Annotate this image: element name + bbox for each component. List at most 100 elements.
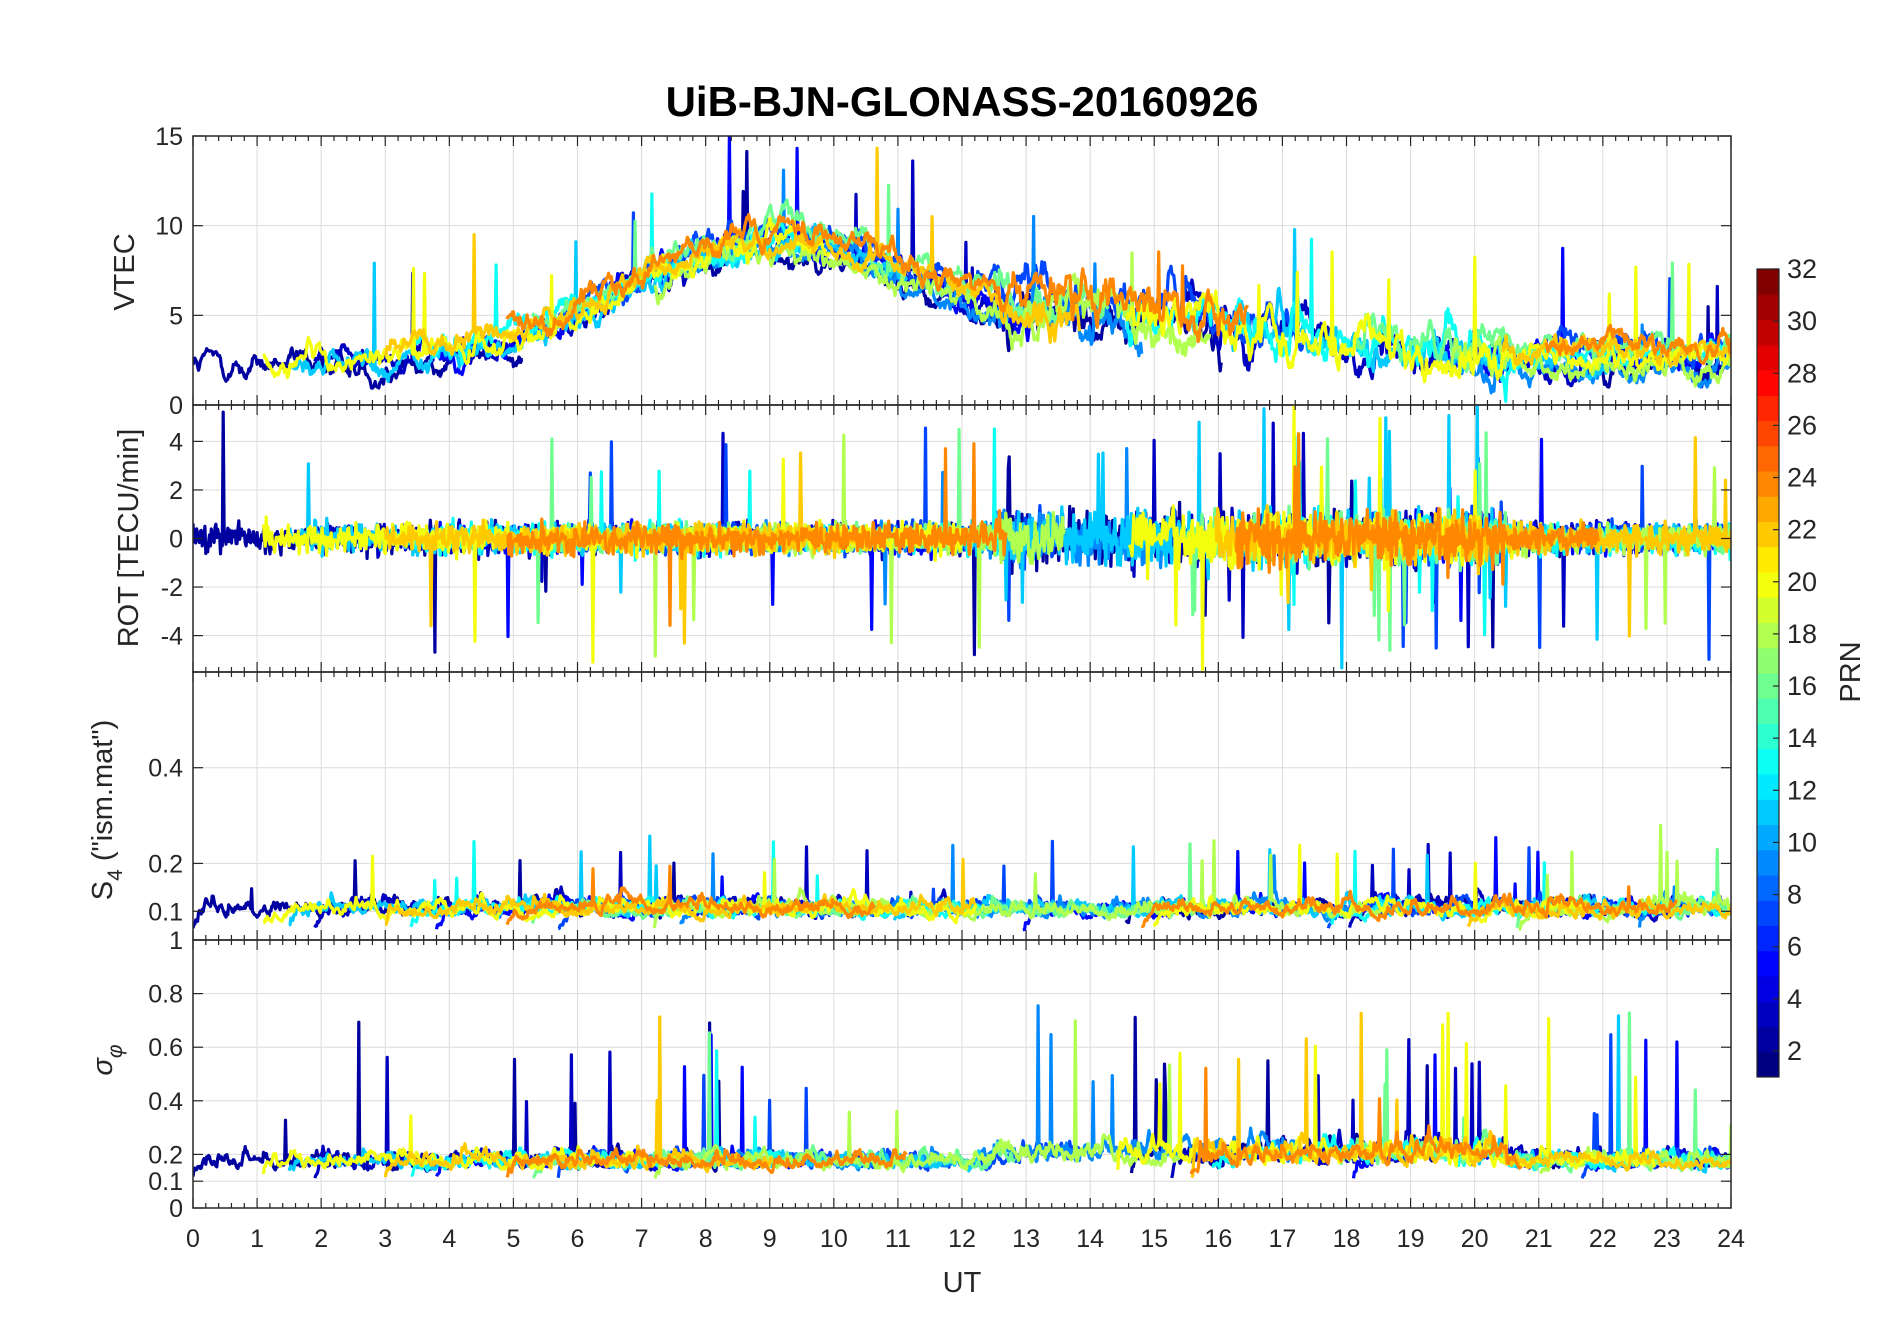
colorbar-label: PRN <box>1835 641 1867 702</box>
svg-text:S4 ("ism.mat"): S4 ("ism.mat") <box>87 720 127 901</box>
x-tick-label: 18 <box>1333 1225 1361 1253</box>
colorbar-segment <box>1757 370 1779 396</box>
x-tick-label: 21 <box>1525 1225 1553 1253</box>
y-tick-label: 0.4 <box>148 1088 183 1116</box>
y-tick-label: 0.1 <box>148 898 183 926</box>
colorbar-segment <box>1757 395 1779 421</box>
x-tick-label: 3 <box>378 1225 392 1253</box>
colorbar-segment <box>1757 724 1779 750</box>
colorbar-segment <box>1757 900 1779 926</box>
colorbar-segment <box>1757 597 1779 623</box>
colorbar-segment <box>1757 294 1779 320</box>
colorbar-segment <box>1757 269 1779 295</box>
panel-rot: -4 -2 0 2 4 <box>161 401 1731 672</box>
colorbar-segment <box>1757 496 1779 522</box>
x-tick-label: 12 <box>948 1225 976 1253</box>
y-tick-label: 0.1 <box>148 1168 183 1196</box>
colorbar-segment <box>1757 976 1779 1002</box>
x-tick-label: 13 <box>1012 1225 1040 1253</box>
colorbar-tick-label: 28 <box>1787 358 1817 388</box>
panel-sigma: 00.10.20.40.60.81 <box>148 927 1731 1223</box>
colorbar-segment <box>1757 926 1779 952</box>
x-tick-label: 9 <box>763 1225 777 1253</box>
y-tick-label: 0 <box>169 526 183 554</box>
x-tick-label: 4 <box>442 1225 456 1253</box>
x-tick-label: 5 <box>506 1225 520 1253</box>
y-tick-label: -2 <box>161 574 183 602</box>
x-tick-label: 20 <box>1461 1225 1489 1253</box>
y-tick-label: 0.8 <box>148 981 183 1009</box>
x-tick-label: 19 <box>1397 1225 1425 1253</box>
colorbar-segment <box>1757 471 1779 497</box>
colorbar-segment <box>1757 1001 1779 1027</box>
svg-text:ROT [TECU/min]: ROT [TECU/min] <box>113 429 145 648</box>
y-tick-label: 4 <box>169 428 183 456</box>
series-line-prn-3 <box>315 433 904 581</box>
x-tick-label: 22 <box>1589 1225 1617 1253</box>
colorbar-tick-label: 22 <box>1787 515 1817 545</box>
colorbar-tick-label: 18 <box>1787 619 1817 649</box>
colorbar-segment <box>1757 698 1779 724</box>
y-tick-label: 1 <box>169 927 183 955</box>
colorbar-segment <box>1757 951 1779 977</box>
x-tick-label: 2 <box>314 1225 328 1253</box>
y-tick-label: 10 <box>155 213 183 241</box>
y-label-rot: ROT [TECU/min] <box>113 429 145 648</box>
colorbar-tick-label: 20 <box>1787 567 1817 597</box>
colorbar-segment <box>1757 572 1779 598</box>
colorbar-segment <box>1757 345 1779 371</box>
x-tick-label: 17 <box>1269 1225 1297 1253</box>
svg-text:PRN: PRN <box>1835 641 1867 702</box>
colorbar-segment <box>1757 799 1779 825</box>
colorbar-segment <box>1757 522 1779 548</box>
colorbar-tick-label: 32 <box>1787 254 1817 284</box>
x-tick-label: 14 <box>1076 1225 1104 1253</box>
figure: UiB-BJN-GLONASS-20160926 051015-4-20240.… <box>0 0 1902 1330</box>
series-line-prn-7 <box>1368 458 1731 659</box>
x-tick-label: 16 <box>1204 1225 1232 1253</box>
panel-s4: 0.1 0.2 0.4 <box>148 672 1731 940</box>
colorbar-segment <box>1757 850 1779 876</box>
chart-title: UiB-BJN-GLONASS-20160926 <box>666 78 1259 125</box>
x-axis-label: UT <box>943 1267 982 1299</box>
x-tick-label: 24 <box>1717 1225 1745 1253</box>
y-tick-label: 0.4 <box>148 755 183 783</box>
panel-vtec: 0 5 10 15 <box>155 123 1731 420</box>
colorbar-segment <box>1757 825 1779 851</box>
y-tick-label: 0 <box>169 392 183 420</box>
y-label-vtec: VTEC <box>109 233 141 310</box>
y-label-sigma: σφ <box>87 1044 127 1076</box>
colorbar-tick-label: 10 <box>1787 827 1817 857</box>
colorbar-segment <box>1757 547 1779 573</box>
colorbar-segment <box>1757 1027 1779 1053</box>
series-line-prn-24 <box>507 444 1006 626</box>
colorbar-segment <box>1757 320 1779 346</box>
y-tick-label: 0.6 <box>148 1034 183 1062</box>
y-label-s4: S4 ("ism.mat") <box>87 720 127 901</box>
y-tick-label: 15 <box>155 123 183 151</box>
x-tick-label: 8 <box>699 1225 713 1253</box>
colorbar-segment <box>1757 1052 1779 1078</box>
colorbar-tick-label: 6 <box>1787 932 1802 962</box>
x-tick-label: 10 <box>820 1225 848 1253</box>
colorbar-tick-label: 26 <box>1787 410 1817 440</box>
y-tick-label: -4 <box>161 623 183 651</box>
colorbar-tick-label: 4 <box>1787 984 1802 1014</box>
x-tick-label: 15 <box>1140 1225 1168 1253</box>
y-tick-label: 2 <box>169 477 183 505</box>
colorbar-tick-label: 2 <box>1787 1036 1802 1066</box>
y-tick-label: 5 <box>169 302 183 330</box>
colorbar-tick-label: 12 <box>1787 775 1817 805</box>
colorbar-segment <box>1757 875 1779 901</box>
x-tick-label: 1 <box>250 1225 264 1253</box>
colorbar-segment <box>1757 648 1779 674</box>
colorbar-tick-label: 30 <box>1787 306 1817 336</box>
x-tick-label: 6 <box>571 1225 585 1253</box>
x-tick-label: 7 <box>635 1225 649 1253</box>
x-tick-label: 11 <box>885 1225 911 1253</box>
x-tick-label: 0 <box>186 1225 200 1253</box>
colorbar-segment <box>1757 774 1779 800</box>
svg-text:σφ: σφ <box>87 1044 127 1076</box>
x-tick-label: 23 <box>1653 1225 1681 1253</box>
